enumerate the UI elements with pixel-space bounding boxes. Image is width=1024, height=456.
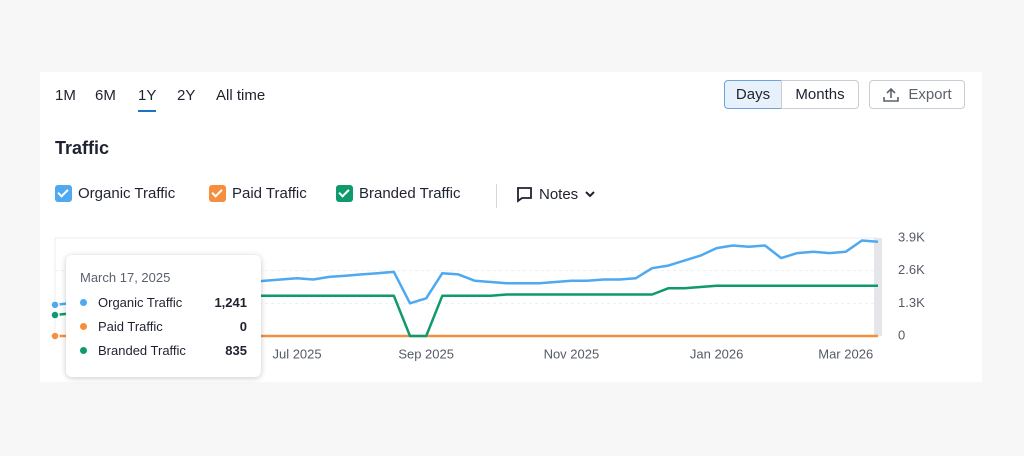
view-button[interactable]: Months: [781, 80, 859, 109]
tooltip-dot: [80, 299, 87, 306]
tooltip-value: 0: [239, 319, 247, 334]
range-tab[interactable]: 2Y: [177, 87, 196, 104]
tooltip-row: Branded Traffic 835: [80, 343, 247, 358]
hover-dot: [50, 300, 60, 310]
range-tab[interactable]: All time: [216, 87, 266, 104]
tooltip: March 17, 2025 Organic Traffic 1,241 Paid …: [66, 255, 261, 377]
y-tick-label: 2.6K: [898, 262, 925, 277]
section-title: Traffic: [55, 138, 110, 158]
tooltip-label: Paid Traffic: [98, 319, 163, 334]
tooltip-label: Branded Traffic: [98, 343, 186, 358]
export-label: Export: [908, 86, 952, 103]
tooltip-dot: [80, 347, 87, 354]
legend-checkbox: [55, 185, 72, 202]
export-icon: [883, 87, 900, 102]
y-tick-label: 1.3K: [898, 295, 925, 310]
x-tick-label: Jan 2026: [690, 346, 744, 361]
legend-label: Paid Traffic: [232, 185, 307, 202]
notes-label: Notes: [539, 185, 579, 203]
view-button[interactable]: Days: [724, 80, 782, 109]
tooltip-row: Organic Traffic 1,241: [80, 295, 247, 310]
legend-checkbox: [336, 185, 353, 202]
legend-label: Branded Traffic: [359, 185, 461, 202]
tooltip-value: 1,241: [214, 295, 247, 310]
tooltip-value: 835: [225, 343, 247, 358]
legend-item[interactable]: Organic Traffic: [55, 185, 175, 202]
x-tick-label: Jul 2025: [272, 346, 321, 361]
legend-checkbox: [209, 185, 226, 202]
tooltip-label: Organic Traffic: [98, 295, 183, 310]
range-tab[interactable]: 1M: [55, 87, 76, 104]
notes-icon: [517, 187, 532, 203]
hover-band: [874, 238, 882, 336]
y-tick-label: 0: [898, 327, 905, 342]
hover-dot: [50, 331, 60, 341]
legend-item[interactable]: Paid Traffic: [209, 185, 307, 202]
tooltip-date: March 17, 2025: [80, 270, 171, 285]
export-button[interactable]: Export: [869, 80, 965, 109]
range-tab[interactable]: 1Y: [138, 87, 157, 112]
divider: [496, 184, 497, 208]
notes-button[interactable]: Notes: [515, 185, 596, 203]
x-tick-label: Mar 2026: [818, 346, 873, 361]
x-tick-label: Sep 2025: [398, 346, 454, 361]
legend-label: Organic Traffic: [78, 185, 176, 202]
y-tick-label: 3.9K: [898, 229, 925, 244]
tooltip-dot: [80, 323, 87, 330]
range-tab[interactable]: 6M: [95, 87, 116, 104]
tooltip-row: Paid Traffic 0: [80, 319, 247, 334]
hover-dot: [50, 310, 60, 320]
legend-item[interactable]: Branded Traffic: [336, 185, 460, 202]
x-tick-label: Nov 2025: [544, 346, 600, 361]
chevron: [585, 191, 595, 198]
